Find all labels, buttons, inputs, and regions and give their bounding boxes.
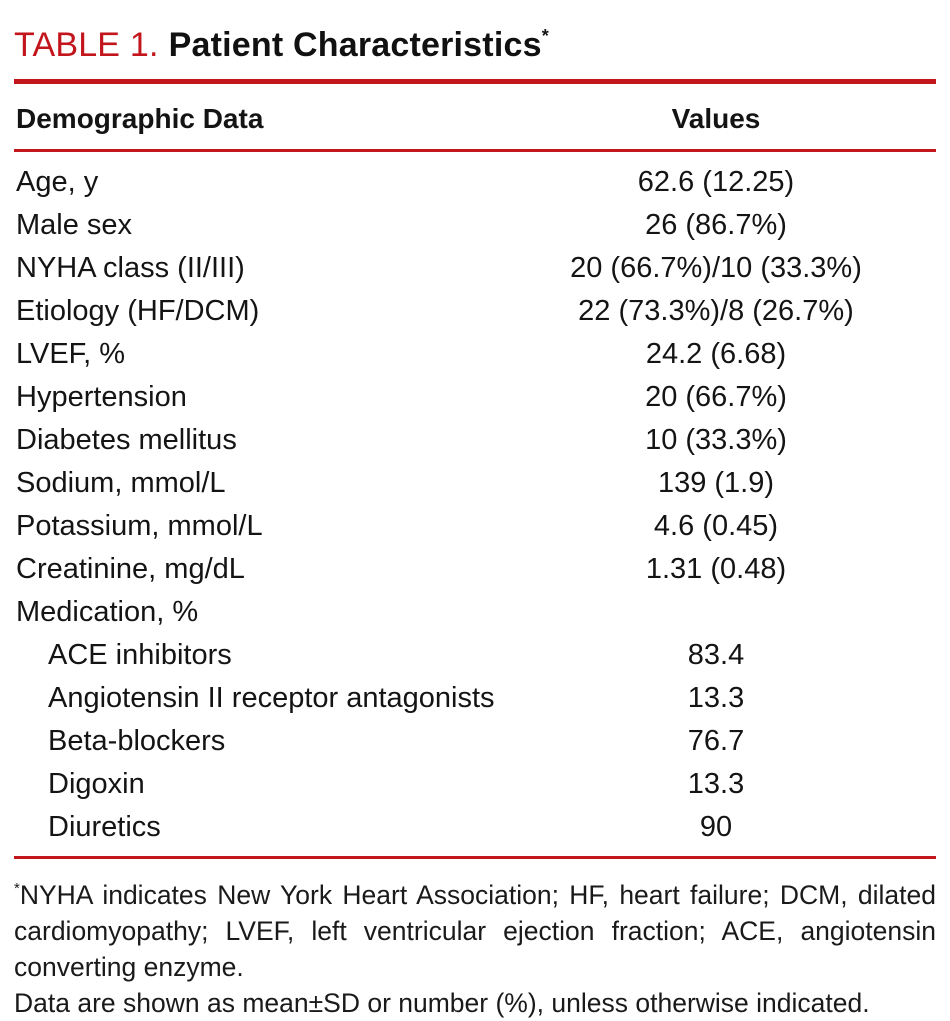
row-value: 83.4 [687, 639, 745, 671]
table-row: Angiotensin II receptor antagonists 13.3 [14, 677, 936, 720]
table-row: Medication, % [14, 591, 936, 634]
table-row: Beta-blockers 76.7 [14, 720, 936, 763]
row-label: NYHA class (II/III) [16, 252, 245, 284]
row-label: Beta-blockers [48, 725, 226, 757]
row-label: ACE inhibitors [48, 639, 232, 671]
footnote-marker: * [14, 880, 20, 897]
row-value: 20 (66.7%)/10 (33.3%) [570, 252, 862, 284]
row-value: 10 (33.3%) [645, 424, 787, 456]
table-name: Patient Characteristics [168, 26, 542, 64]
row-label: Creatinine, mg/dL [16, 553, 245, 585]
table-row: Digoxin 13.3 [14, 763, 936, 806]
row-label: Potassium, mmol/L [16, 510, 263, 542]
table-row: Male sex 26 (86.7%) [14, 204, 936, 247]
table-row: LVEF, % 24.2 (6.68) [14, 333, 936, 376]
row-label: Sodium, mmol/L [16, 467, 226, 499]
row-label: Age, y [16, 166, 99, 198]
table-body: Age, y 62.6 (12.25) Male sex 26 (86.7%) NYHA… [14, 152, 936, 856]
title-rule [14, 79, 936, 84]
row-label: LVEF, % [16, 338, 126, 370]
title-footnote-marker: * [541, 26, 549, 46]
header-rule [14, 149, 936, 152]
footnote-abbreviations: *NYHA indicates New York Heart Associati… [14, 871, 936, 985]
row-label: Diabetes mellitus [16, 424, 237, 456]
table-row: Diabetes mellitus 10 (33.3%) [14, 419, 936, 462]
table-row: Sodium, mmol/L 139 (1.9) [14, 462, 936, 505]
table-row: Hypertension 20 (66.7%) [14, 376, 936, 419]
row-label: Diuretics [48, 811, 161, 843]
row-value: 90 [699, 811, 733, 843]
row-value [496, 591, 936, 634]
row-value: 62.6 (12.25) [637, 166, 795, 198]
row-value: 1.31 (0.48) [645, 553, 787, 585]
row-value: 13.3 [687, 768, 745, 800]
column-header-demographic-data: Demographic Data [16, 103, 264, 134]
table-title: TABLE 1. Patient Characteristics* [14, 16, 936, 65]
row-label: Angiotensin II receptor antagonists [48, 682, 495, 714]
table-row: Age, y 62.6 (12.25) [14, 161, 936, 204]
table-row: NYHA class (II/III) 20 (66.7%)/10 (33.3%) [14, 247, 936, 290]
row-value: 13.3 [687, 682, 745, 714]
table-row: Creatinine, mg/dL 1.31 (0.48) [14, 548, 936, 591]
row-label: Etiology (HF/DCM) [16, 295, 260, 327]
table-number: TABLE 1. [14, 26, 159, 64]
column-header-values: Values [671, 103, 761, 134]
row-value: 26 (86.7%) [645, 209, 787, 241]
footer-rule [14, 856, 936, 859]
table-row: ACE inhibitors 83.4 [14, 634, 936, 677]
row-label: Hypertension [16, 381, 187, 413]
row-value: 24.2 (6.68) [645, 338, 787, 370]
row-label: Male sex [16, 209, 133, 241]
table-row: Diuretics 90 [14, 806, 936, 849]
row-value: 20 (66.7%) [645, 381, 787, 413]
table-row: Etiology (HF/DCM) 22 (73.3%)/8 (26.7%) [14, 290, 936, 333]
row-value: 76.7 [687, 725, 745, 757]
row-label: Digoxin [48, 768, 145, 800]
row-value: 139 (1.9) [657, 467, 775, 499]
row-value: 4.6 (0.45) [653, 510, 779, 542]
footnote-abbreviations-text: NYHA indicates New York Heart Associatio… [14, 880, 936, 982]
table-header-row: Demographic Data Values [14, 84, 936, 149]
table-row: Potassium, mmol/L 4.6 (0.45) [14, 505, 936, 548]
row-label: Medication, % [16, 596, 199, 628]
footnote-data-note: Data are shown as mean±SD or number (%),… [14, 988, 870, 1018]
row-value: 22 (73.3%)/8 (26.7%) [578, 295, 854, 327]
footnotes: *NYHA indicates New York Heart Associati… [14, 859, 936, 1021]
